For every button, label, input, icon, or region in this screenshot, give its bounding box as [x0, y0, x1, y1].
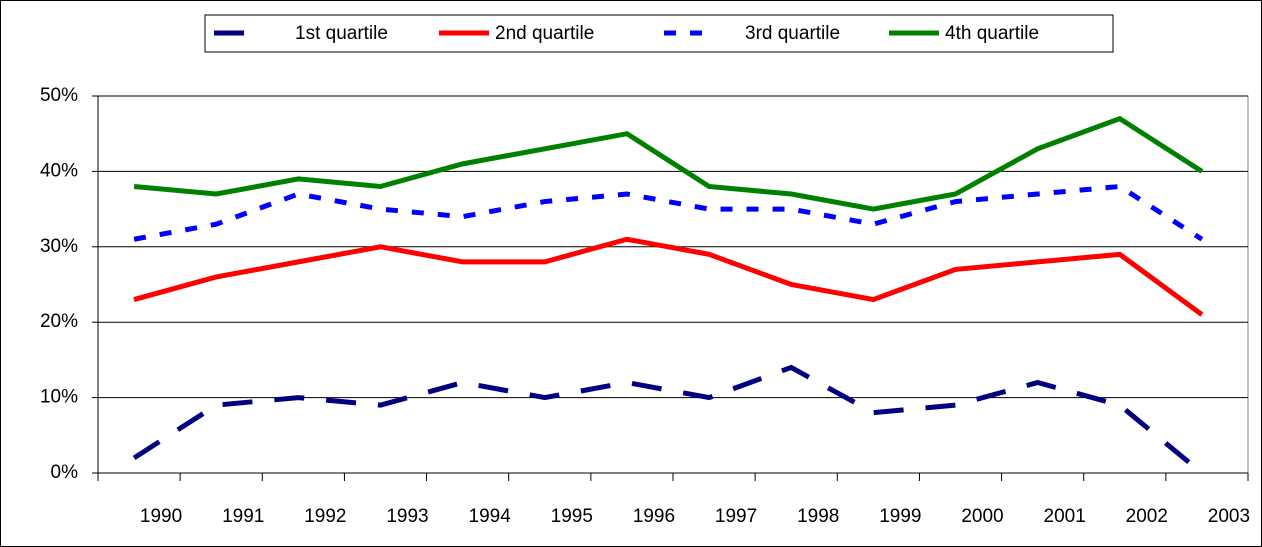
x-tick-label: 1996 — [633, 506, 675, 527]
x-tick-label: 1993 — [386, 506, 428, 527]
series-line — [133, 183, 1204, 242]
x-tick-label: 1991 — [222, 506, 264, 527]
plot-area — [97, 95, 1249, 474]
legend-label: 1st quartile — [295, 23, 388, 44]
y-tick-label: 40% — [40, 160, 78, 181]
x-tick-label: 1992 — [304, 506, 346, 527]
x-tick-label: 1995 — [551, 506, 593, 527]
x-tick-label: 1994 — [469, 506, 512, 527]
x-tick-label: 2002 — [1126, 506, 1168, 527]
legend-label: 2nd quartile — [495, 23, 594, 44]
x-tick-label: 1990 — [140, 506, 182, 527]
legend-box — [204, 14, 1114, 53]
y-tick-label: 20% — [40, 311, 78, 332]
x-tick-label: 2000 — [961, 506, 1003, 527]
series-line — [133, 115, 1204, 212]
x-tick-label: 2001 — [1044, 506, 1086, 527]
y-tick-label: 10% — [40, 387, 78, 408]
x-tick-label: 1997 — [715, 506, 757, 527]
y-tick-label: 30% — [40, 236, 78, 257]
series-line — [133, 236, 1204, 317]
x-tick-label: 1999 — [879, 506, 921, 527]
x-tick-label: 1998 — [797, 506, 839, 527]
x-tick-label: 2003 — [1208, 506, 1250, 527]
y-tick-label: 50% — [40, 85, 78, 106]
legend-label: 3rd quartile — [745, 23, 840, 44]
y-tick-label: 0% — [51, 462, 79, 483]
legend-label: 4th quartile — [945, 23, 1039, 44]
